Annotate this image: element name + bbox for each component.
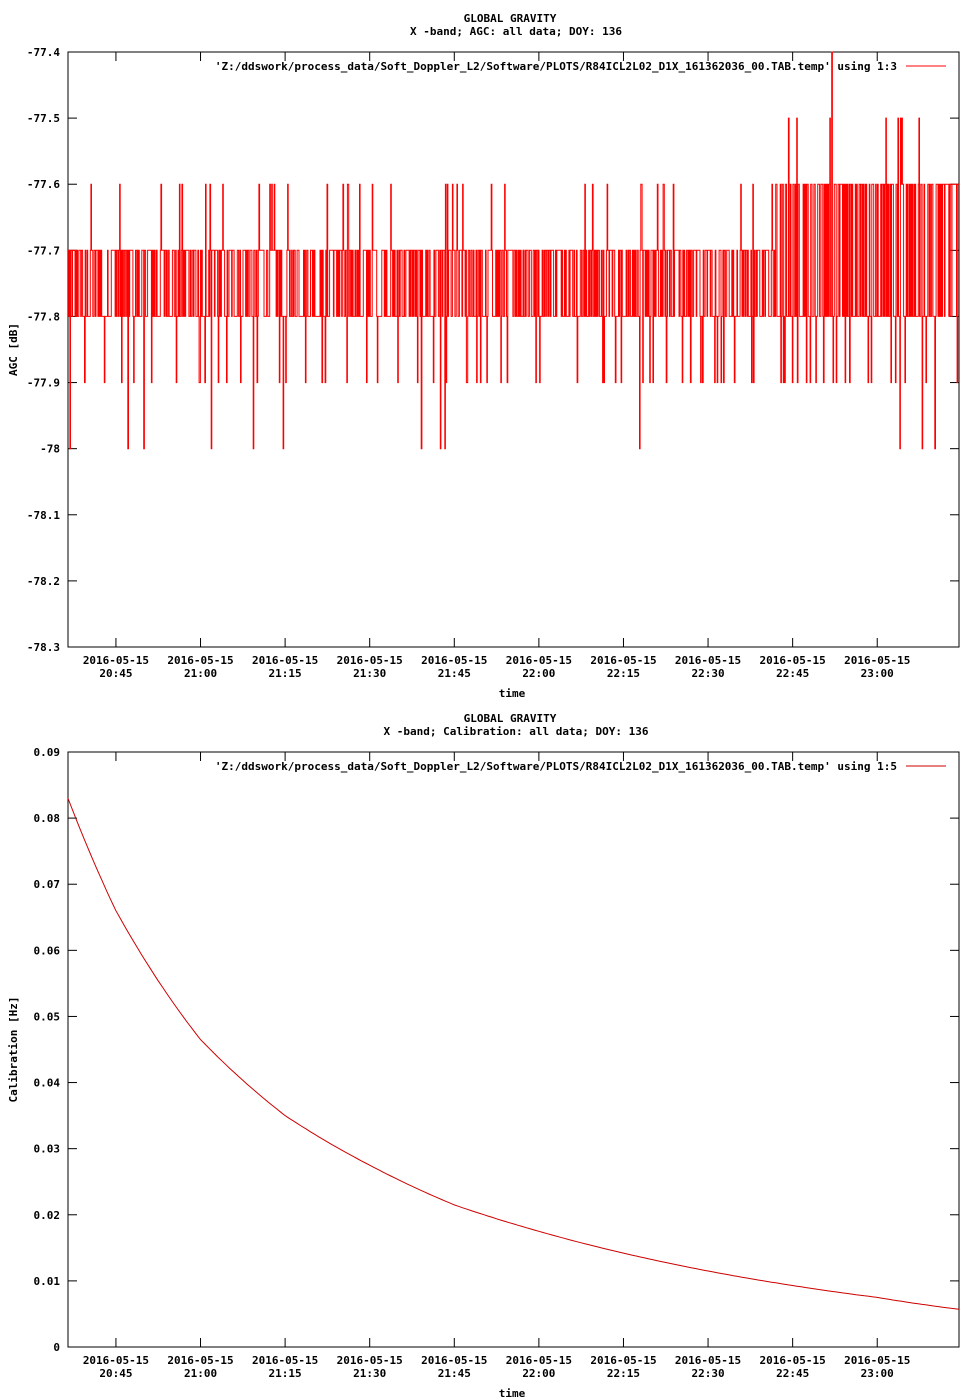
y-tick-label: 0.01 [34, 1275, 61, 1288]
x-tick-date: 2016-05-15 [844, 1354, 910, 1367]
x-tick-time: 22:15 [607, 667, 640, 680]
y-tick-label: 0.03 [34, 1143, 61, 1156]
y-tick-label: -77.9 [27, 377, 60, 390]
y-tick-label: 0.04 [34, 1077, 61, 1090]
x-tick-time: 21:00 [184, 1367, 217, 1380]
y-tick-label: 0.07 [34, 878, 61, 891]
chart-subtitle: X -band; Calibration: all data; DOY: 136 [384, 725, 649, 738]
x-tick-date: 2016-05-15 [506, 654, 572, 667]
x-tick-time: 20:45 [99, 1367, 132, 1380]
y-tick-label: 0.05 [34, 1010, 61, 1023]
x-tick-date: 2016-05-15 [760, 654, 826, 667]
x-tick-time: 22:00 [522, 667, 555, 680]
y-tick-label: 0.06 [34, 944, 61, 957]
x-tick-time: 22:30 [691, 667, 724, 680]
x-axis-label: time [499, 687, 526, 700]
x-tick-time: 21:00 [184, 667, 217, 680]
x-tick-time: 21:45 [438, 667, 471, 680]
y-tick-label: -77.4 [27, 46, 60, 59]
y-tick-label: -77.6 [27, 178, 60, 191]
x-tick-time: 21:15 [269, 1367, 302, 1380]
x-tick-date: 2016-05-15 [506, 1354, 572, 1367]
x-tick-time: 22:45 [776, 667, 809, 680]
y-tick-label: -78 [40, 443, 60, 456]
x-tick-time: 23:00 [861, 1367, 894, 1380]
y-tick-label: 0.08 [34, 812, 61, 825]
agc-series-line [68, 51, 959, 450]
x-tick-time: 21:15 [269, 667, 302, 680]
x-tick-date: 2016-05-15 [83, 654, 149, 667]
x-tick-date: 2016-05-15 [421, 654, 487, 667]
x-axis-label: time [499, 1387, 526, 1400]
x-tick-time: 22:45 [776, 1367, 809, 1380]
x-tick-date: 2016-05-15 [590, 654, 656, 667]
x-tick-time: 21:30 [353, 667, 386, 680]
y-axis-label: Calibration [Hz] [7, 997, 20, 1103]
x-tick-time: 23:00 [861, 667, 894, 680]
x-tick-date: 2016-05-15 [590, 1354, 656, 1367]
x-tick-time: 21:45 [438, 1367, 471, 1380]
x-tick-time: 22:30 [691, 1367, 724, 1380]
y-axis-label: AGC [dB] [7, 323, 20, 376]
x-tick-date: 2016-05-15 [167, 654, 233, 667]
legend-label: 'Z:/ddswork/process_data/Soft_Doppler_L2… [215, 760, 897, 773]
chart-subtitle: X -band; AGC: all data; DOY: 136 [410, 25, 622, 38]
x-tick-date: 2016-05-15 [675, 1354, 741, 1367]
y-tick-label: -78.3 [27, 641, 60, 654]
x-tick-date: 2016-05-15 [421, 1354, 487, 1367]
y-tick-label: 0 [53, 1341, 60, 1354]
y-tick-label: 0.02 [34, 1209, 61, 1222]
x-tick-date: 2016-05-15 [252, 1354, 318, 1367]
x-tick-time: 21:30 [353, 1367, 386, 1380]
x-tick-time: 22:15 [607, 1367, 640, 1380]
x-tick-date: 2016-05-15 [337, 1354, 403, 1367]
calibration-series-line [67, 798, 960, 1310]
x-tick-date: 2016-05-15 [167, 1354, 233, 1367]
y-tick-label: -77.5 [27, 112, 60, 125]
x-tick-time: 22:00 [522, 1367, 555, 1380]
chart-title: GLOBAL GRAVITY [464, 12, 557, 25]
x-tick-date: 2016-05-15 [252, 654, 318, 667]
y-tick-label: -78.2 [27, 575, 60, 588]
x-tick-date: 2016-05-15 [83, 1354, 149, 1367]
y-tick-label: -77.8 [27, 310, 60, 323]
x-tick-date: 2016-05-15 [337, 654, 403, 667]
plot-frame [67, 51, 960, 648]
plot-frame [67, 751, 960, 1348]
y-tick-label: 0.09 [34, 746, 61, 759]
y-tick-label: -77.7 [27, 244, 60, 257]
y-tick-label: -78.1 [27, 509, 60, 522]
x-tick-date: 2016-05-15 [844, 654, 910, 667]
chart-title: GLOBAL GRAVITY [464, 712, 557, 725]
x-tick-date: 2016-05-15 [675, 654, 741, 667]
x-tick-time: 20:45 [99, 667, 132, 680]
legend-label: 'Z:/ddswork/process_data/Soft_Doppler_L2… [215, 60, 897, 73]
x-tick-date: 2016-05-15 [760, 1354, 826, 1367]
